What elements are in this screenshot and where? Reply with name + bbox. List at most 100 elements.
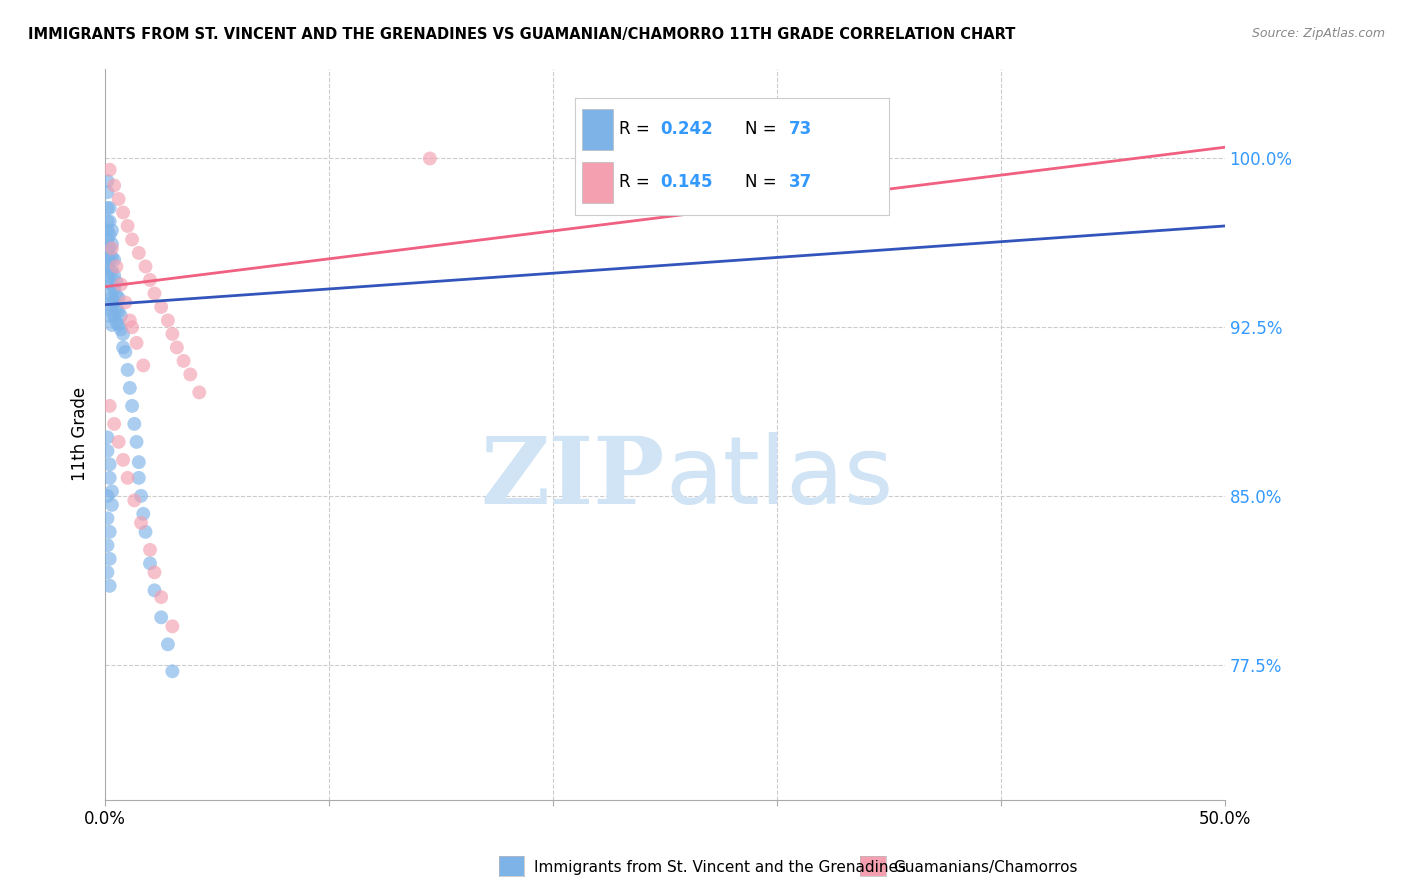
Point — [129, 489, 152, 503]
Point — [103, 309, 125, 323]
Point — [101, 484, 124, 499]
Text: Guamanians/Chamorros: Guamanians/Chamorros — [893, 860, 1077, 874]
Point — [114, 295, 136, 310]
Point — [179, 368, 201, 382]
Point — [121, 320, 143, 334]
Point — [166, 340, 188, 354]
Point — [143, 583, 166, 598]
Point — [98, 275, 121, 289]
Point — [162, 326, 184, 341]
Point — [105, 260, 128, 274]
Point — [96, 260, 118, 274]
Point — [98, 162, 121, 177]
Point — [96, 511, 118, 525]
Point — [112, 453, 135, 467]
Point — [98, 458, 121, 472]
Point — [139, 557, 162, 571]
Point — [98, 471, 121, 485]
Point — [101, 242, 124, 256]
Point — [96, 242, 118, 256]
Point — [143, 286, 166, 301]
Point — [96, 538, 118, 552]
Point — [134, 524, 156, 539]
Point — [101, 277, 124, 292]
Point — [156, 637, 179, 651]
Point — [150, 590, 173, 604]
Point — [124, 417, 146, 431]
Point — [96, 186, 118, 200]
Point — [103, 295, 125, 310]
Point — [101, 236, 124, 251]
Point — [98, 524, 121, 539]
Point — [101, 223, 124, 237]
Point — [101, 251, 124, 265]
Point — [103, 178, 125, 193]
Point — [103, 252, 125, 267]
Point — [98, 201, 121, 215]
Point — [101, 264, 124, 278]
Point — [98, 579, 121, 593]
Point — [156, 313, 179, 327]
Point — [98, 298, 121, 312]
Point — [117, 363, 139, 377]
Y-axis label: 11th Grade: 11th Grade — [72, 387, 89, 481]
Point — [110, 309, 132, 323]
Point — [96, 489, 118, 503]
Point — [150, 300, 173, 314]
Point — [101, 318, 124, 332]
Point — [118, 313, 141, 327]
Point — [112, 326, 135, 341]
Point — [110, 322, 132, 336]
Point — [96, 232, 118, 246]
Point — [117, 471, 139, 485]
Text: IMMIGRANTS FROM ST. VINCENT AND THE GRENADINES VS GUAMANIAN/CHAMORRO 11TH GRADE : IMMIGRANTS FROM ST. VINCENT AND THE GREN… — [28, 27, 1015, 42]
Point — [96, 174, 118, 188]
Point — [125, 335, 148, 350]
Point — [98, 227, 121, 242]
Point — [98, 552, 121, 566]
Text: Immigrants from St. Vincent and the Grenadines: Immigrants from St. Vincent and the Gren… — [534, 860, 907, 874]
Point — [107, 291, 129, 305]
Point — [96, 223, 118, 237]
Point — [98, 286, 121, 301]
Point — [139, 542, 162, 557]
Point — [162, 619, 184, 633]
Point — [419, 152, 441, 166]
Point — [98, 242, 121, 256]
Point — [128, 455, 150, 469]
Point — [101, 498, 124, 512]
Point — [110, 277, 132, 292]
Text: atlas: atlas — [665, 432, 893, 524]
Point — [188, 385, 211, 400]
Point — [98, 214, 121, 228]
Point — [125, 434, 148, 449]
Point — [107, 434, 129, 449]
Point — [162, 665, 184, 679]
Point — [105, 275, 128, 289]
Point — [150, 610, 173, 624]
Point — [129, 516, 152, 530]
Point — [96, 430, 118, 444]
Point — [114, 345, 136, 359]
Point — [128, 471, 150, 485]
Point — [112, 340, 135, 354]
Point — [101, 304, 124, 318]
Text: ZIP: ZIP — [481, 433, 665, 523]
Point — [139, 273, 162, 287]
Point — [103, 268, 125, 283]
Point — [98, 252, 121, 267]
Point — [103, 417, 125, 431]
Point — [98, 309, 121, 323]
Point — [134, 260, 156, 274]
Point — [101, 291, 124, 305]
Point — [98, 264, 121, 278]
Point — [132, 359, 155, 373]
Point — [128, 246, 150, 260]
Point — [132, 507, 155, 521]
Point — [124, 493, 146, 508]
Point — [96, 268, 118, 283]
Point — [121, 232, 143, 246]
Point — [121, 399, 143, 413]
Text: Source: ZipAtlas.com: Source: ZipAtlas.com — [1251, 27, 1385, 40]
Point — [103, 282, 125, 296]
